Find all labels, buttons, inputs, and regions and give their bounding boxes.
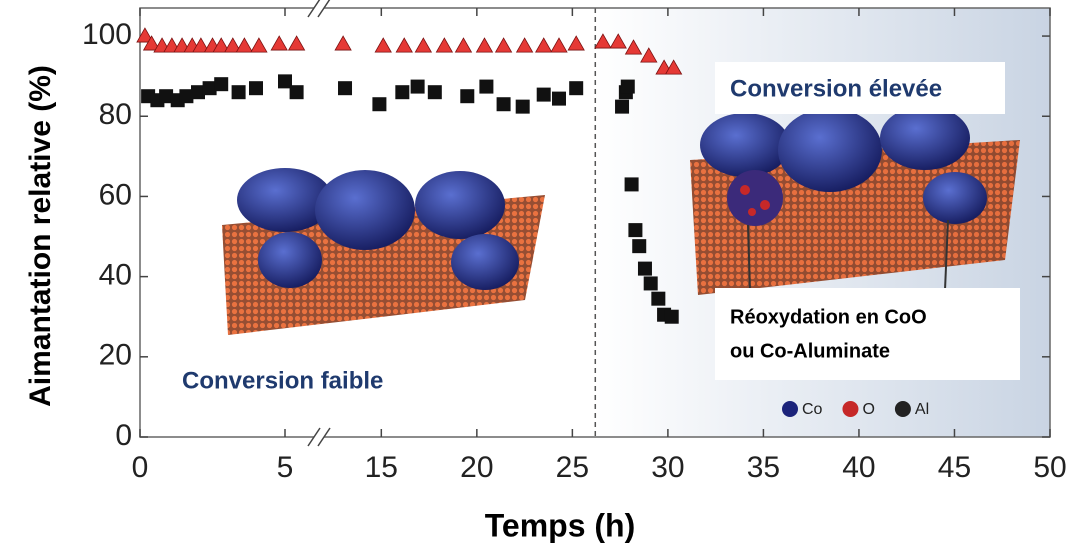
legend-swatch xyxy=(894,401,911,417)
point xyxy=(338,81,353,96)
point xyxy=(664,309,679,324)
point xyxy=(454,37,473,53)
x-tick-label: 0 xyxy=(132,451,149,484)
point xyxy=(372,97,387,112)
y-tick-label: 100 xyxy=(82,18,132,51)
point xyxy=(214,77,229,92)
point xyxy=(640,47,658,63)
y-tick-label: 40 xyxy=(99,259,132,292)
point xyxy=(414,37,433,53)
x-tick-label: 25 xyxy=(556,451,589,484)
plot-frame xyxy=(139,7,1051,438)
point xyxy=(496,97,511,112)
x-tick-label: 50 xyxy=(1033,451,1066,484)
point xyxy=(287,35,306,51)
point xyxy=(202,81,217,96)
annotation: Conversion faible xyxy=(182,367,383,394)
point xyxy=(395,85,410,100)
point xyxy=(536,87,551,102)
y-tick-label: 60 xyxy=(99,178,132,211)
x-tick-label: 45 xyxy=(938,451,971,484)
point xyxy=(374,37,392,53)
point xyxy=(334,35,352,51)
point xyxy=(224,37,242,53)
annotation: Conversion élevée xyxy=(730,75,942,102)
y-tick-label: 20 xyxy=(99,339,132,372)
point xyxy=(624,39,643,55)
axis-break xyxy=(307,427,321,447)
annotation-box xyxy=(715,62,1005,114)
point xyxy=(535,37,553,53)
legend-label: O xyxy=(862,401,874,418)
point xyxy=(620,79,635,94)
point xyxy=(460,89,475,104)
point xyxy=(475,37,494,53)
axis-break xyxy=(317,0,331,18)
point xyxy=(410,79,425,94)
point xyxy=(550,37,568,53)
legend-label: Co xyxy=(802,401,823,418)
point xyxy=(235,37,254,53)
x-tick-label: 35 xyxy=(747,451,780,484)
x-tick-label: 20 xyxy=(460,451,493,484)
point xyxy=(651,291,666,306)
point xyxy=(212,37,230,53)
axis-break xyxy=(317,427,331,447)
legend-label: Al xyxy=(915,401,929,418)
illustration xyxy=(222,106,1020,335)
legend-swatch xyxy=(782,401,798,417)
point xyxy=(615,99,630,114)
point xyxy=(551,91,566,106)
point xyxy=(270,35,288,51)
y-axis-label: Aimantation relative (%) xyxy=(24,65,57,407)
point xyxy=(136,27,154,43)
point xyxy=(632,239,647,254)
point xyxy=(494,37,513,53)
legend-swatch xyxy=(842,401,859,417)
point xyxy=(515,99,530,114)
x-tick-label: 40 xyxy=(842,451,875,484)
point xyxy=(179,89,194,104)
point xyxy=(191,85,205,100)
point xyxy=(250,37,268,53)
point xyxy=(594,33,612,49)
y-tick-label: 80 xyxy=(99,98,132,131)
x-axis-label: Temps (h) xyxy=(485,507,636,543)
point xyxy=(192,37,210,53)
point xyxy=(515,37,534,53)
data-layer xyxy=(136,27,683,324)
x-tick-label: 15 xyxy=(365,451,398,484)
y-tick-label: 0 xyxy=(115,419,132,452)
point xyxy=(569,81,584,96)
axis-break xyxy=(314,4,324,12)
annotation: ou Co-Aluminate xyxy=(730,340,890,362)
point xyxy=(637,261,652,276)
x-tick-label: 30 xyxy=(651,451,684,484)
point xyxy=(278,74,292,89)
point xyxy=(395,37,413,53)
point xyxy=(624,177,639,192)
point xyxy=(427,85,442,100)
point xyxy=(479,79,494,94)
point xyxy=(628,223,643,238)
annotation-box xyxy=(715,288,1020,380)
point xyxy=(609,33,627,49)
point xyxy=(643,276,658,291)
point xyxy=(159,89,174,104)
x-tick-label: 5 xyxy=(277,451,294,484)
axis-break xyxy=(314,433,324,441)
annotation: Réoxydation en CoO xyxy=(730,306,927,328)
point xyxy=(249,81,263,96)
point xyxy=(435,37,454,53)
axis-break xyxy=(307,0,321,18)
point xyxy=(664,59,683,75)
point xyxy=(567,35,585,51)
point xyxy=(142,35,161,51)
point xyxy=(231,85,246,100)
point xyxy=(289,85,304,100)
